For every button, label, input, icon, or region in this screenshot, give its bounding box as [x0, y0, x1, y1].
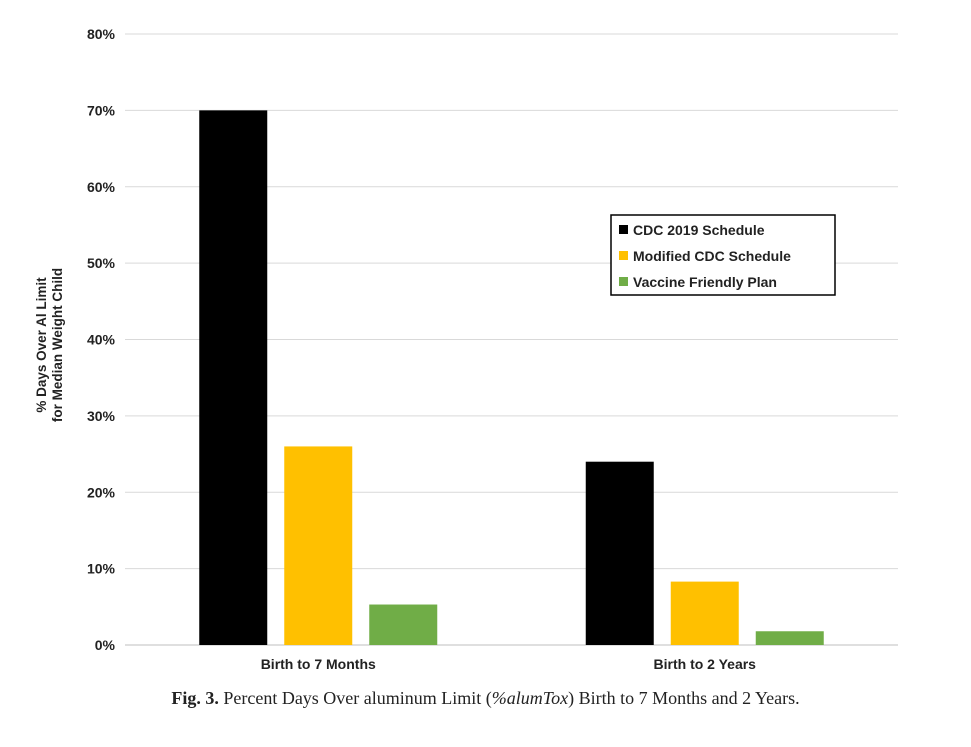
y-axis-label: % Days Over Al Limit for Median Weight C… — [34, 268, 65, 422]
legend-label: CDC 2019 Schedule — [633, 222, 765, 238]
y-axis-ticks: 0% 10% 20% 30% 40% 50% 60% 70% 80% — [87, 26, 116, 653]
y-tick-label: 40% — [87, 332, 116, 348]
legend-swatch — [619, 251, 628, 260]
bar — [284, 446, 353, 645]
x-category-label: Birth to 2 Years — [654, 656, 757, 672]
x-axis-categories: Birth to 7 Months Birth to 2 Years — [261, 656, 756, 672]
y-tick-label: 10% — [87, 561, 116, 577]
legend-swatch — [619, 225, 628, 234]
bar — [585, 461, 654, 645]
bar — [199, 110, 268, 645]
y-axis-label-line1: % Days Over Al Limit — [34, 277, 49, 413]
caption-fig-number: Fig. 3. — [171, 688, 219, 708]
y-tick-label: 30% — [87, 408, 116, 424]
legend-label: Vaccine Friendly Plan — [633, 274, 777, 290]
y-tick-label: 80% — [87, 26, 116, 42]
y-tick-label: 70% — [87, 102, 116, 118]
legend: CDC 2019 Schedule Modified CDC Schedule Va… — [610, 214, 836, 296]
y-tick-label: 20% — [87, 484, 116, 500]
y-axis-label-line2: for Median Weight Child — [50, 268, 65, 422]
y-tick-label: 60% — [87, 179, 116, 195]
legend-swatch — [619, 277, 628, 286]
y-tick-label: 50% — [87, 255, 116, 271]
legend-label: Modified CDC Schedule — [633, 248, 791, 264]
caption-italic-term: %alumTox — [491, 688, 569, 708]
caption-text-after: ) Birth to 7 Months and 2 Years. — [568, 688, 800, 708]
bar — [755, 631, 824, 645]
x-category-label: Birth to 7 Months — [261, 656, 376, 672]
bar — [670, 581, 739, 645]
bar-chart: 0% 10% 20% 30% 40% 50% 60% 70% 80% Birth to 7 Mo… — [34, 26, 898, 672]
figure-caption: Fig. 3. Percent Days Over aluminum Limit… — [0, 688, 971, 709]
legend-box — [610, 214, 836, 296]
caption-text-before: Percent Days Over aluminum Limit ( — [218, 688, 492, 708]
bars — [199, 110, 824, 645]
bar — [369, 604, 438, 645]
y-tick-label: 0% — [95, 637, 116, 653]
